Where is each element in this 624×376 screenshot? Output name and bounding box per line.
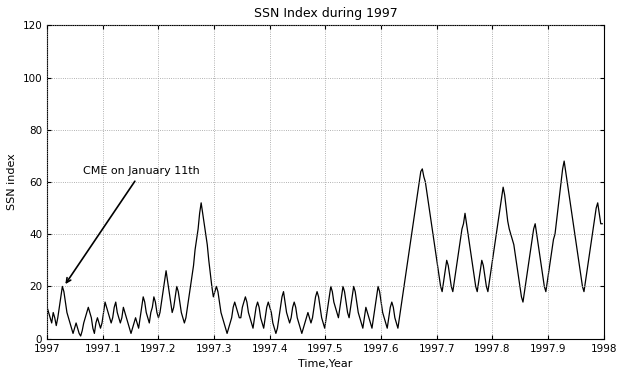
Text: CME on January 11th: CME on January 11th xyxy=(66,166,200,283)
X-axis label: Time,Year: Time,Year xyxy=(298,359,353,369)
Y-axis label: SSN index: SSN index xyxy=(7,153,17,210)
Title: SSN Index during 1997: SSN Index during 1997 xyxy=(253,7,397,20)
